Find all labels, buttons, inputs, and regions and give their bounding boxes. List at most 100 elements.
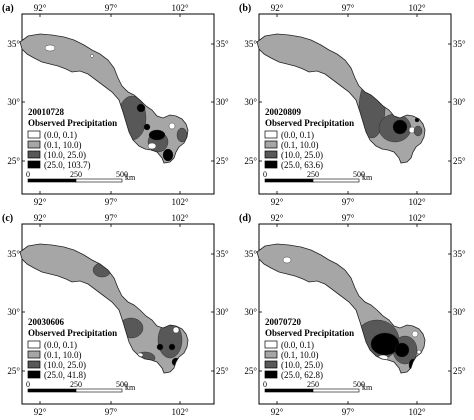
legend-class-label: (10.0, 25.0) [281, 360, 323, 370]
scale-label: 250 [307, 380, 319, 389]
legend-class-label: (0.0, 0.1) [44, 340, 77, 350]
legend-class-label: (0.1, 10.0) [281, 140, 319, 150]
event-date: 20010728 [28, 107, 65, 117]
precip-patch [394, 342, 410, 358]
legend-title: Observed Precipitation [28, 118, 117, 128]
event-date: 20020809 [265, 107, 302, 117]
lat-tick-label-left: 35° [7, 249, 20, 259]
precip-patch [411, 330, 419, 338]
precip-patch [148, 129, 166, 141]
lat-tick-label-right: 30° [453, 307, 466, 317]
legend-swatch [264, 350, 278, 359]
lon-tick-label-top: 102° [171, 213, 189, 223]
scale-label: 0 [263, 380, 267, 389]
legend-swatch [27, 360, 41, 369]
legend-swatch [27, 160, 41, 169]
lat-tick-label-left: 30° [244, 97, 257, 107]
lat-tick-label-right: 35° [216, 39, 229, 49]
lon-tick-label-bottom: 92° [271, 407, 284, 417]
lon-tick-label-top: 92° [34, 213, 47, 223]
legend-class-label: (0.0, 0.1) [44, 130, 77, 140]
precip-patch [44, 44, 56, 52]
legend-class-label: (10.0, 25.0) [44, 150, 86, 160]
lat-tick-label-right: 25° [216, 156, 229, 166]
legend-class-label: (25.0, 62.8) [281, 370, 323, 380]
lon-tick-label-top: 102° [408, 3, 426, 13]
lon-tick-label-top: 102° [171, 3, 189, 13]
legend-title: Observed Precipitation [28, 328, 117, 338]
scale-label: 250 [307, 170, 319, 179]
lon-tick-label-bottom: 97° [105, 407, 118, 417]
legend-swatch [264, 140, 278, 149]
lat-tick-label-left: 25° [244, 366, 257, 376]
lon-tick-label-bottom: 102° [408, 407, 426, 417]
basin-map [19, 243, 189, 374]
lon-tick-label-bottom: 92° [34, 407, 47, 417]
legend-swatch [27, 140, 41, 149]
lon-tick-label-top: 97° [342, 3, 355, 13]
event-date: 20070720 [265, 317, 302, 327]
legend-swatch [27, 370, 41, 379]
lon-tick-label-top: 92° [271, 213, 284, 223]
legend-swatch [27, 130, 41, 139]
legend-title: Observed Precipitation [265, 328, 354, 338]
precip-patch [143, 123, 151, 131]
scale-unit: km [362, 383, 373, 392]
lon-tick-label-bottom: 97° [105, 197, 118, 207]
precip-patch [416, 349, 422, 355]
legend-swatch [264, 370, 278, 379]
legend-class-label: (0.0, 0.1) [281, 130, 314, 140]
precip-patch [392, 119, 408, 135]
lat-tick-label-left: 30° [7, 97, 20, 107]
precip-patch [168, 343, 176, 351]
lat-tick-label-right: 25° [453, 156, 466, 166]
scale-unit: km [362, 173, 373, 182]
lat-tick-label-left: 25° [7, 156, 20, 166]
lon-tick-label-top: 97° [342, 213, 355, 223]
map-panel-a: (a) 92° 92° 97° 97° 102° 102° 35° 35° 30° 30° 25° 25… [2, 3, 229, 207]
lat-tick-label-right: 30° [453, 97, 466, 107]
scale-label: 250 [70, 170, 82, 179]
panel-letter: (a) [2, 3, 14, 14]
lon-tick-label-top: 97° [105, 213, 118, 223]
precip-patch [156, 343, 164, 351]
lon-tick-label-bottom: 102° [408, 197, 426, 207]
precip-patch [282, 256, 292, 264]
legend-class-label: (0.0, 0.1) [281, 340, 314, 350]
lat-tick-label-left: 35° [244, 249, 257, 259]
lon-tick-label-bottom: 97° [342, 197, 355, 207]
scale-label: 0 [26, 170, 30, 179]
lat-tick-label-right: 30° [216, 307, 229, 317]
lon-tick-label-bottom: 92° [34, 197, 47, 207]
event-date: 20030606 [28, 317, 65, 327]
precip-patch [136, 103, 146, 113]
scale-label: 0 [26, 380, 30, 389]
legend-class-label: (10.0, 25.0) [44, 360, 86, 370]
legend-swatch [27, 150, 41, 159]
legend-class-label: (25.0, 103.7) [44, 160, 91, 170]
scale-label: 500 [353, 380, 365, 389]
legend-swatch [264, 340, 278, 349]
lon-tick-label-bottom: 102° [171, 407, 189, 417]
lat-tick-label-right: 35° [453, 39, 466, 49]
lon-tick-label-bottom: 102° [171, 197, 189, 207]
precip-patch [172, 326, 180, 334]
map-panel-d: (d) 92° 92° 97° 97° 102° 102° 35° 35° 30° 30° 25° 25… [239, 213, 466, 417]
lat-tick-label-right: 25° [453, 366, 466, 376]
lat-tick-label-left: 25° [244, 156, 257, 166]
scale-unit: km [125, 173, 136, 182]
lat-tick-label-left: 30° [7, 307, 20, 317]
lon-tick-label-bottom: 92° [271, 197, 284, 207]
legend-class-label: (25.0, 41.8) [44, 370, 86, 380]
panel-letter: (c) [2, 213, 13, 224]
legend-class-label: (0.1, 10.0) [44, 140, 82, 150]
precip-patch [162, 148, 174, 162]
legend-swatch [27, 350, 41, 359]
scale-label: 500 [353, 170, 365, 179]
